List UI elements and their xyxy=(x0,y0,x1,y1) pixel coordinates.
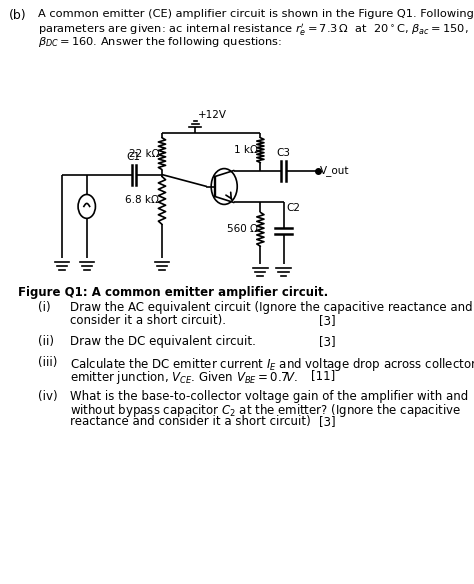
Text: $\beta_{DC} = 160$. Answer the following questions:: $\beta_{DC} = 160$. Answer the following… xyxy=(37,35,282,49)
Text: 22 kΩ: 22 kΩ xyxy=(128,149,159,159)
Text: [3]: [3] xyxy=(319,335,336,348)
Text: C3: C3 xyxy=(276,148,291,158)
Text: Draw the DC equivalent circuit.: Draw the DC equivalent circuit. xyxy=(70,335,256,348)
Text: consider it a short circuit).: consider it a short circuit). xyxy=(70,314,226,327)
Text: +12V: +12V xyxy=(198,110,227,120)
Text: C2: C2 xyxy=(286,203,301,213)
Text: Figure Q1: A common emitter amplifier circuit.: Figure Q1: A common emitter amplifier ci… xyxy=(18,286,328,299)
Text: V_out: V_out xyxy=(319,165,349,176)
Text: (b): (b) xyxy=(9,9,26,22)
Text: A common emitter (CE) amplifier circuit is shown in the Figure Q1. Following: A common emitter (CE) amplifier circuit … xyxy=(37,9,474,19)
Text: parameters are given: ac internal resistance $r_e^{\prime} = 7.3\,\Omega$  at  $: parameters are given: ac internal resist… xyxy=(37,22,468,39)
Text: 6.8 kΩ: 6.8 kΩ xyxy=(125,196,159,206)
Text: without bypass capacitor $C_2$ at the emitter? (Ignore the capacitive: without bypass capacitor $C_2$ at the em… xyxy=(70,402,461,419)
Text: [3]: [3] xyxy=(319,314,336,327)
Text: 560 Ω: 560 Ω xyxy=(227,224,257,234)
Text: (ii): (ii) xyxy=(37,335,54,348)
Text: What is the base-to-collector voltage gain of the amplifier with and: What is the base-to-collector voltage ga… xyxy=(70,390,468,402)
Text: 1 kΩ: 1 kΩ xyxy=(234,145,257,155)
Text: emitter junction, $V_{CE}$. Given $V_{BE} = 0.7V$.: emitter junction, $V_{CE}$. Given $V_{BE… xyxy=(70,369,298,385)
Text: Calculate the DC emitter current $I_E$ and voltage drop across collector to: Calculate the DC emitter current $I_E$ a… xyxy=(70,356,474,373)
Text: reactance and consider it a short circuit): reactance and consider it a short circui… xyxy=(70,415,311,429)
Text: (iv): (iv) xyxy=(37,390,57,402)
Text: (i): (i) xyxy=(37,301,50,314)
Text: C1: C1 xyxy=(127,152,141,162)
Text: Draw the AC equivalent circuit (Ignore the capacitive reactance and: Draw the AC equivalent circuit (Ignore t… xyxy=(70,301,473,314)
Text: (iii): (iii) xyxy=(37,356,57,369)
Text: [3]: [3] xyxy=(319,415,336,429)
Text: [11]: [11] xyxy=(311,369,336,381)
